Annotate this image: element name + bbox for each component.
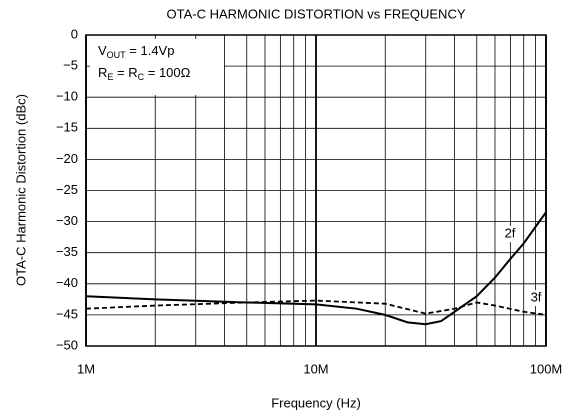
y-tick-label: −10 <box>56 89 78 104</box>
annotation-text: = 1.4Vp <box>126 43 175 58</box>
series-line <box>85 211 547 326</box>
y-tick-label: −15 <box>56 120 78 135</box>
y-tick-label: −50 <box>56 337 78 352</box>
y-tick-label: −20 <box>56 151 78 166</box>
series-line <box>85 299 547 316</box>
annotation: RE = RC = 100Ω <box>98 65 191 82</box>
y-tick-label: −40 <box>56 275 78 290</box>
y-tick-label: −35 <box>56 244 78 259</box>
chart-title: OTA-C HARMONIC DISTORTION vs FREQUENCY <box>166 6 465 21</box>
y-tick-label: 0 <box>71 26 78 41</box>
y-tick-label: −30 <box>56 213 78 228</box>
y-tick-label: −45 <box>56 306 78 321</box>
annotation-text: R <box>98 65 107 80</box>
annotation-text: = 100Ω <box>144 65 191 80</box>
annotation-subscript: OUT <box>107 50 127 60</box>
series-label: 3f <box>531 289 542 304</box>
x-axis-label: Frequency (Hz) <box>271 395 361 410</box>
annotation-subscript: C <box>138 72 145 82</box>
x-tick-label: 1M <box>77 361 95 376</box>
y-tick-label: −25 <box>56 182 78 197</box>
series-label: 2f <box>505 225 516 240</box>
annotation-box <box>90 39 224 95</box>
annotation-subscript: E <box>107 72 113 82</box>
plot-frame <box>85 34 547 347</box>
y-tick-label: −5 <box>63 58 78 73</box>
x-tick-label: 100M <box>530 361 563 376</box>
series-label-bg <box>502 226 519 242</box>
annotation-text: V <box>98 43 107 58</box>
x-tick-label: 10M <box>303 361 328 376</box>
annotation-text: = R <box>113 65 137 80</box>
y-axis-label: OTA-C Harmonic Distortion (dBc) <box>13 94 28 286</box>
series-label-bg <box>528 290 545 306</box>
annotation: VOUT = 1.4Vp <box>98 43 174 60</box>
